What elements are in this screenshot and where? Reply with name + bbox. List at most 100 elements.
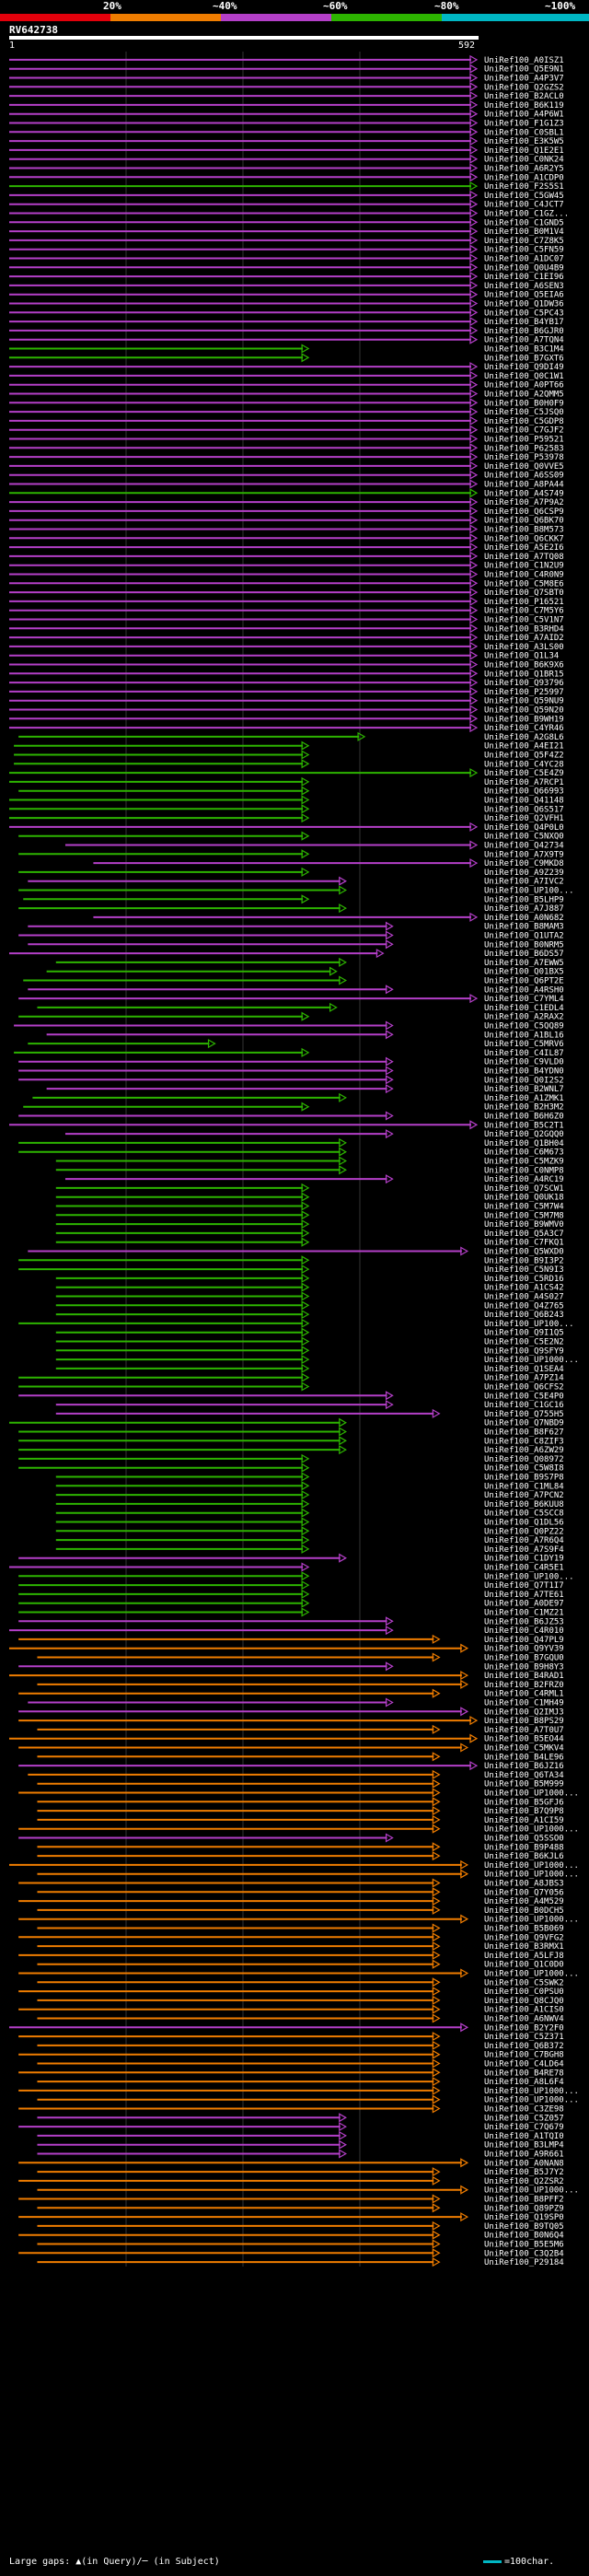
hit-row[interactable]: UniRef100_B2FRZ0	[37, 1679, 564, 1690]
hit-label[interactable]: UniRef100_C7M5Y6	[484, 607, 564, 616]
hit-label[interactable]: UniRef100_A6NWV4	[484, 2015, 564, 2024]
hit-label[interactable]: UniRef100_B4RE78	[484, 2069, 564, 2078]
hit-label[interactable]: UniRef100_P16521	[484, 598, 564, 607]
hit-row[interactable]: UniRef100_Q5A3C7	[55, 1228, 564, 1239]
hit-label[interactable]: UniRef100_Q6TA34	[484, 1771, 564, 1780]
hit-row[interactable]: UniRef100_C5GDP8	[9, 415, 564, 426]
hit-row[interactable]: UniRef100_A0DE97	[18, 1598, 564, 1609]
hit-label[interactable]: UniRef100_Q59NU9	[484, 697, 564, 706]
hit-row[interactable]: UniRef100_C5V1N7	[9, 614, 564, 625]
hit-label[interactable]: UniRef100_P29184	[484, 2258, 564, 2267]
hit-row[interactable]: UniRef100_Q7SCW1	[55, 1183, 564, 1194]
hit-label[interactable]: UniRef100_A7P9A2	[484, 498, 564, 507]
hit-label[interactable]: UniRef100_A1TQI0	[484, 2132, 564, 2141]
hit-label[interactable]: UniRef100_Q19SP0	[484, 2213, 564, 2222]
hit-row[interactable]: UniRef100_C9VLD0	[18, 1056, 564, 1067]
hit-row[interactable]: UniRef100_A1ZMK1	[32, 1092, 564, 1103]
hit-row[interactable]: UniRef100_Q66993	[18, 786, 564, 797]
hit-label[interactable]: UniRef100_Q5E9N1	[484, 65, 564, 75]
hit-row[interactable]: UniRef100_B7GQU0	[37, 1652, 564, 1663]
hit-row[interactable]: UniRef100_B0M1V4	[9, 227, 564, 237]
hit-label[interactable]: UniRef100_Q0I2S2	[484, 1076, 564, 1085]
hit-label[interactable]: UniRef100_B2FRZ0	[484, 1681, 564, 1690]
hit-label[interactable]: UniRef100_C5M7M8	[484, 1211, 564, 1220]
hit-row[interactable]: UniRef100_P62583	[9, 443, 564, 453]
hit-row[interactable]: UniRef100_A3LS00	[9, 641, 564, 652]
hit-row[interactable]: UniRef100_B4YB17	[9, 317, 564, 327]
hit-label[interactable]: UniRef100_B6K9X6	[484, 661, 564, 670]
hit-label[interactable]: UniRef100_A0DE97	[484, 1600, 564, 1609]
hit-label[interactable]: UniRef100_A4EI21	[484, 742, 564, 752]
hit-label[interactable]: UniRef100_B8M573	[484, 526, 564, 535]
hit-row[interactable]: UniRef100_B4LE96	[37, 1752, 564, 1762]
hit-row[interactable]: UniRef100_Q42734	[64, 840, 564, 851]
hit-row[interactable]: UniRef100_C4R5E1	[9, 1562, 564, 1573]
hit-label[interactable]: UniRef100_Q5EIA6	[484, 291, 564, 300]
hit-row[interactable]: UniRef100_C5QQ89	[14, 1020, 564, 1032]
hit-row[interactable]: UniRef100_UP1000...	[37, 2094, 579, 2105]
hit-label[interactable]: UniRef100_C5FN59	[484, 246, 564, 255]
hit-row[interactable]: UniRef100_A7R6Q4	[55, 1535, 564, 1545]
hit-label[interactable]: UniRef100_A4P3V7	[484, 75, 564, 84]
hit-row[interactable]: UniRef100_Q1BH04	[18, 1137, 564, 1148]
hit-row[interactable]: UniRef100_A5E2I6	[9, 542, 564, 553]
hit-row[interactable]: UniRef100_Q1BR15	[9, 669, 564, 679]
hit-label[interactable]: UniRef100_Q2ZSR2	[484, 2177, 564, 2186]
hit-label[interactable]: UniRef100_B3C1M4	[484, 345, 564, 355]
hit-row[interactable]: UniRef100_A2QMM5	[9, 389, 564, 400]
hit-row[interactable]: UniRef100_C5Z371	[18, 2032, 564, 2042]
hit-row[interactable]: UniRef100_B0DCH5	[37, 1905, 564, 1916]
hit-row[interactable]: UniRef100_C1N2U9	[9, 560, 564, 571]
hit-label[interactable]: UniRef100_C8ZIF3	[484, 1437, 564, 1446]
hit-row[interactable]: UniRef100_B3C1M4	[9, 344, 564, 355]
hit-label[interactable]: UniRef100_P59521	[484, 436, 564, 445]
hit-row[interactable]: UniRef100_A1CIS0	[18, 2004, 564, 2015]
hit-label[interactable]: UniRef100_C1DY19	[484, 1555, 564, 1564]
hit-label[interactable]: UniRef100_B8MAM3	[484, 923, 564, 932]
hit-label[interactable]: UniRef100_C5M8E6	[484, 579, 564, 589]
hit-label[interactable]: UniRef100_B5EO44	[484, 1735, 564, 1744]
hit-label[interactable]: UniRef100_A7TQN4	[484, 336, 564, 345]
hit-label[interactable]: UniRef100_C5E4Z9	[484, 769, 564, 778]
hit-label[interactable]: UniRef100_A6SS09	[484, 472, 564, 481]
hit-label[interactable]: UniRef100_Q7Y056	[484, 1888, 564, 1897]
hit-row[interactable]: UniRef100_B9S7P8	[55, 1472, 564, 1483]
hit-label[interactable]: UniRef100_C5GDP8	[484, 417, 564, 426]
hit-row[interactable]: UniRef100_Q1E2E1	[9, 145, 564, 156]
hit-row[interactable]: UniRef100_P25997	[9, 686, 564, 697]
hit-row[interactable]: UniRef100_B5C2T1	[9, 1120, 564, 1130]
hit-row[interactable]: UniRef100_C4LD64	[37, 2058, 564, 2069]
hit-label[interactable]: UniRef100_A9R661	[484, 2151, 564, 2160]
hit-row[interactable]: UniRef100_UP1000...	[18, 1968, 579, 1979]
hit-row[interactable]: UniRef100_Q7Y056	[37, 1887, 564, 1897]
hit-row[interactable]: UniRef100_B9WMV0	[55, 1219, 564, 1230]
hit-row[interactable]: UniRef100_B9TQ05	[37, 2220, 564, 2232]
hit-row[interactable]: UniRef100_B4RAD1	[9, 1671, 564, 1681]
hit-label[interactable]: UniRef100_C4IL87	[484, 1049, 564, 1058]
hit-row[interactable]: UniRef100_C7M5Y6	[9, 605, 564, 616]
hit-label[interactable]: UniRef100_A2QMM5	[484, 390, 564, 400]
hit-label[interactable]: UniRef100_A7EWW5	[484, 959, 564, 968]
hit-row[interactable]: UniRef100_A4RC19	[64, 1174, 564, 1184]
hit-row[interactable]: UniRef100_B6K9X6	[9, 659, 564, 670]
hit-row[interactable]: UniRef100_A8JBS3	[18, 1878, 564, 1889]
hit-row[interactable]: UniRef100_Q0C1W1	[9, 370, 564, 381]
hit-label[interactable]: UniRef100_C4R0N9	[484, 571, 564, 580]
hit-label[interactable]: UniRef100_A7PZ14	[484, 1374, 564, 1383]
hit-row[interactable]: UniRef100_C7BGH8	[18, 2049, 564, 2060]
hit-row[interactable]: UniRef100_C3ZE98	[18, 2104, 564, 2115]
hit-row[interactable]: UniRef100_B7GXT6	[9, 353, 564, 363]
hit-row[interactable]: UniRef100_A4P6W1	[9, 109, 564, 120]
hit-row[interactable]: UniRef100_C5FN59	[9, 244, 564, 255]
hit-row[interactable]: UniRef100_UP1000...	[18, 2085, 579, 2096]
hit-label[interactable]: UniRef100_B6KUU8	[484, 1500, 564, 1509]
hit-row[interactable]: UniRef100_C1GC16	[55, 1400, 564, 1410]
hit-label[interactable]: UniRef100_C1N2U9	[484, 562, 564, 571]
hit-label[interactable]: UniRef100_B5E5M6	[484, 2241, 564, 2250]
hit-label[interactable]: UniRef100_UP1000...	[484, 1825, 579, 1835]
hit-label[interactable]: UniRef100_Q0U4B9	[484, 263, 564, 273]
hit-label[interactable]: UniRef100_B8PS29	[484, 1717, 564, 1726]
hit-label[interactable]: UniRef100_B0NRM5	[484, 940, 564, 950]
hit-row[interactable]: UniRef100_C4R010	[9, 1626, 564, 1636]
hit-label[interactable]: UniRef100_B6KJL6	[484, 1852, 564, 1861]
